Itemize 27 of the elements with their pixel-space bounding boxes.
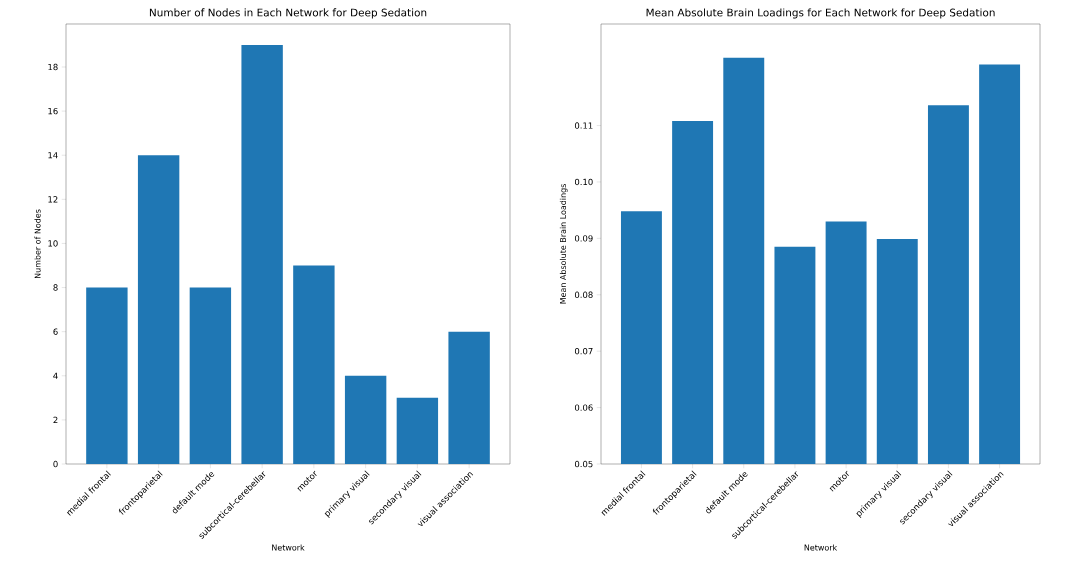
bar bbox=[448, 331, 490, 464]
bar bbox=[241, 44, 283, 464]
bar bbox=[293, 265, 335, 464]
y-tick-label: 0 bbox=[53, 460, 58, 468]
chart-title: Mean Absolute Brain Loadings for Each Network for Deep Sedation bbox=[646, 8, 995, 19]
y-tick-label: 0.08 bbox=[574, 291, 593, 298]
y-tick-label: 18 bbox=[48, 63, 58, 71]
y-tick-label: 14 bbox=[48, 152, 58, 159]
y-tick-label: 10 bbox=[48, 240, 58, 247]
y-tick-label: 2 bbox=[53, 416, 58, 424]
y-tick-label: 8 bbox=[53, 284, 58, 291]
y-tick-label: 6 bbox=[53, 328, 58, 335]
bar bbox=[137, 155, 180, 464]
y-tick-label: 0.07 bbox=[574, 347, 593, 355]
y-tick-label: 16 bbox=[48, 107, 58, 115]
y-tick-label: 4 bbox=[53, 372, 58, 379]
chart-title: Number of Nodes in Each Network for Deep Sedation bbox=[149, 8, 427, 19]
y-tick-label: 12 bbox=[48, 196, 58, 203]
y-tick-label: 0.11 bbox=[574, 122, 593, 129]
y-tick-label: 0.05 bbox=[574, 460, 593, 468]
y-tick-label: 0.10 bbox=[574, 178, 593, 186]
bar bbox=[189, 287, 232, 464]
bar bbox=[396, 397, 439, 464]
bar bbox=[86, 287, 128, 464]
y-tick-label: 0.09 bbox=[574, 235, 593, 242]
y-tick-label: 0.06 bbox=[574, 404, 593, 411]
bar bbox=[344, 375, 387, 464]
